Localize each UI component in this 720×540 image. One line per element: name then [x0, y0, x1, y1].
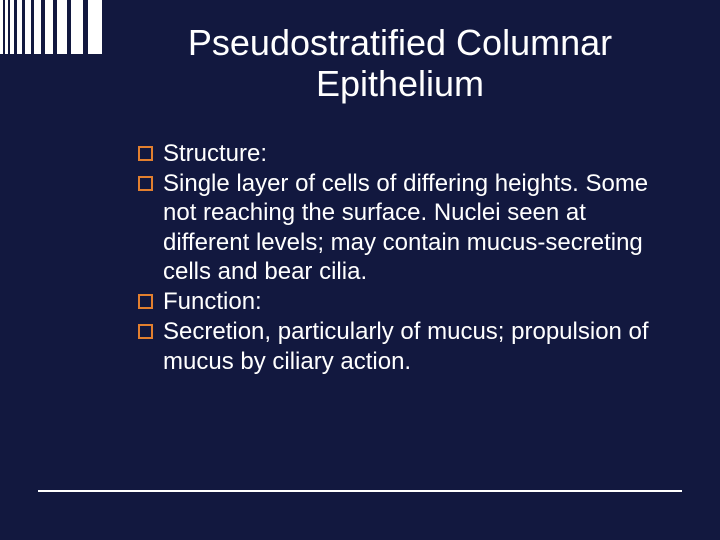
decor-bar: [57, 0, 67, 54]
decor-bar: [25, 0, 31, 54]
bullet-item: Single layer of cells of differing heigh…: [138, 169, 662, 286]
bullet-text: Single layer of cells of differing heigh…: [163, 169, 662, 286]
bullet-item: Function:: [138, 287, 662, 316]
decor-bar: [0, 0, 3, 54]
square-bullet-icon: [138, 324, 153, 339]
bullet-text: Structure:: [163, 139, 662, 168]
footer-divider: [38, 490, 682, 492]
decor-bar: [71, 0, 83, 54]
decor-bar: [88, 0, 102, 54]
decor-bar: [45, 0, 53, 54]
square-bullet-icon: [138, 176, 153, 191]
decor-bar: [5, 0, 8, 54]
decor-bar: [17, 0, 22, 54]
slide-content: Pseudostratified Columnar Epithelium Str…: [120, 22, 680, 377]
square-bullet-icon: [138, 146, 153, 161]
slide-title: Pseudostratified Columnar Epithelium: [120, 22, 680, 105]
bullet-list: Structure:Single layer of cells of diffe…: [120, 139, 680, 376]
corner-bars-decor: [0, 0, 102, 54]
bullet-text: Function:: [163, 287, 662, 316]
bullet-text: Secretion, particularly of mucus; propul…: [163, 317, 662, 376]
bullet-item: Structure:: [138, 139, 662, 168]
decor-bar: [10, 0, 14, 54]
bullet-item: Secretion, particularly of mucus; propul…: [138, 317, 662, 376]
square-bullet-icon: [138, 294, 153, 309]
decor-bar: [34, 0, 41, 54]
